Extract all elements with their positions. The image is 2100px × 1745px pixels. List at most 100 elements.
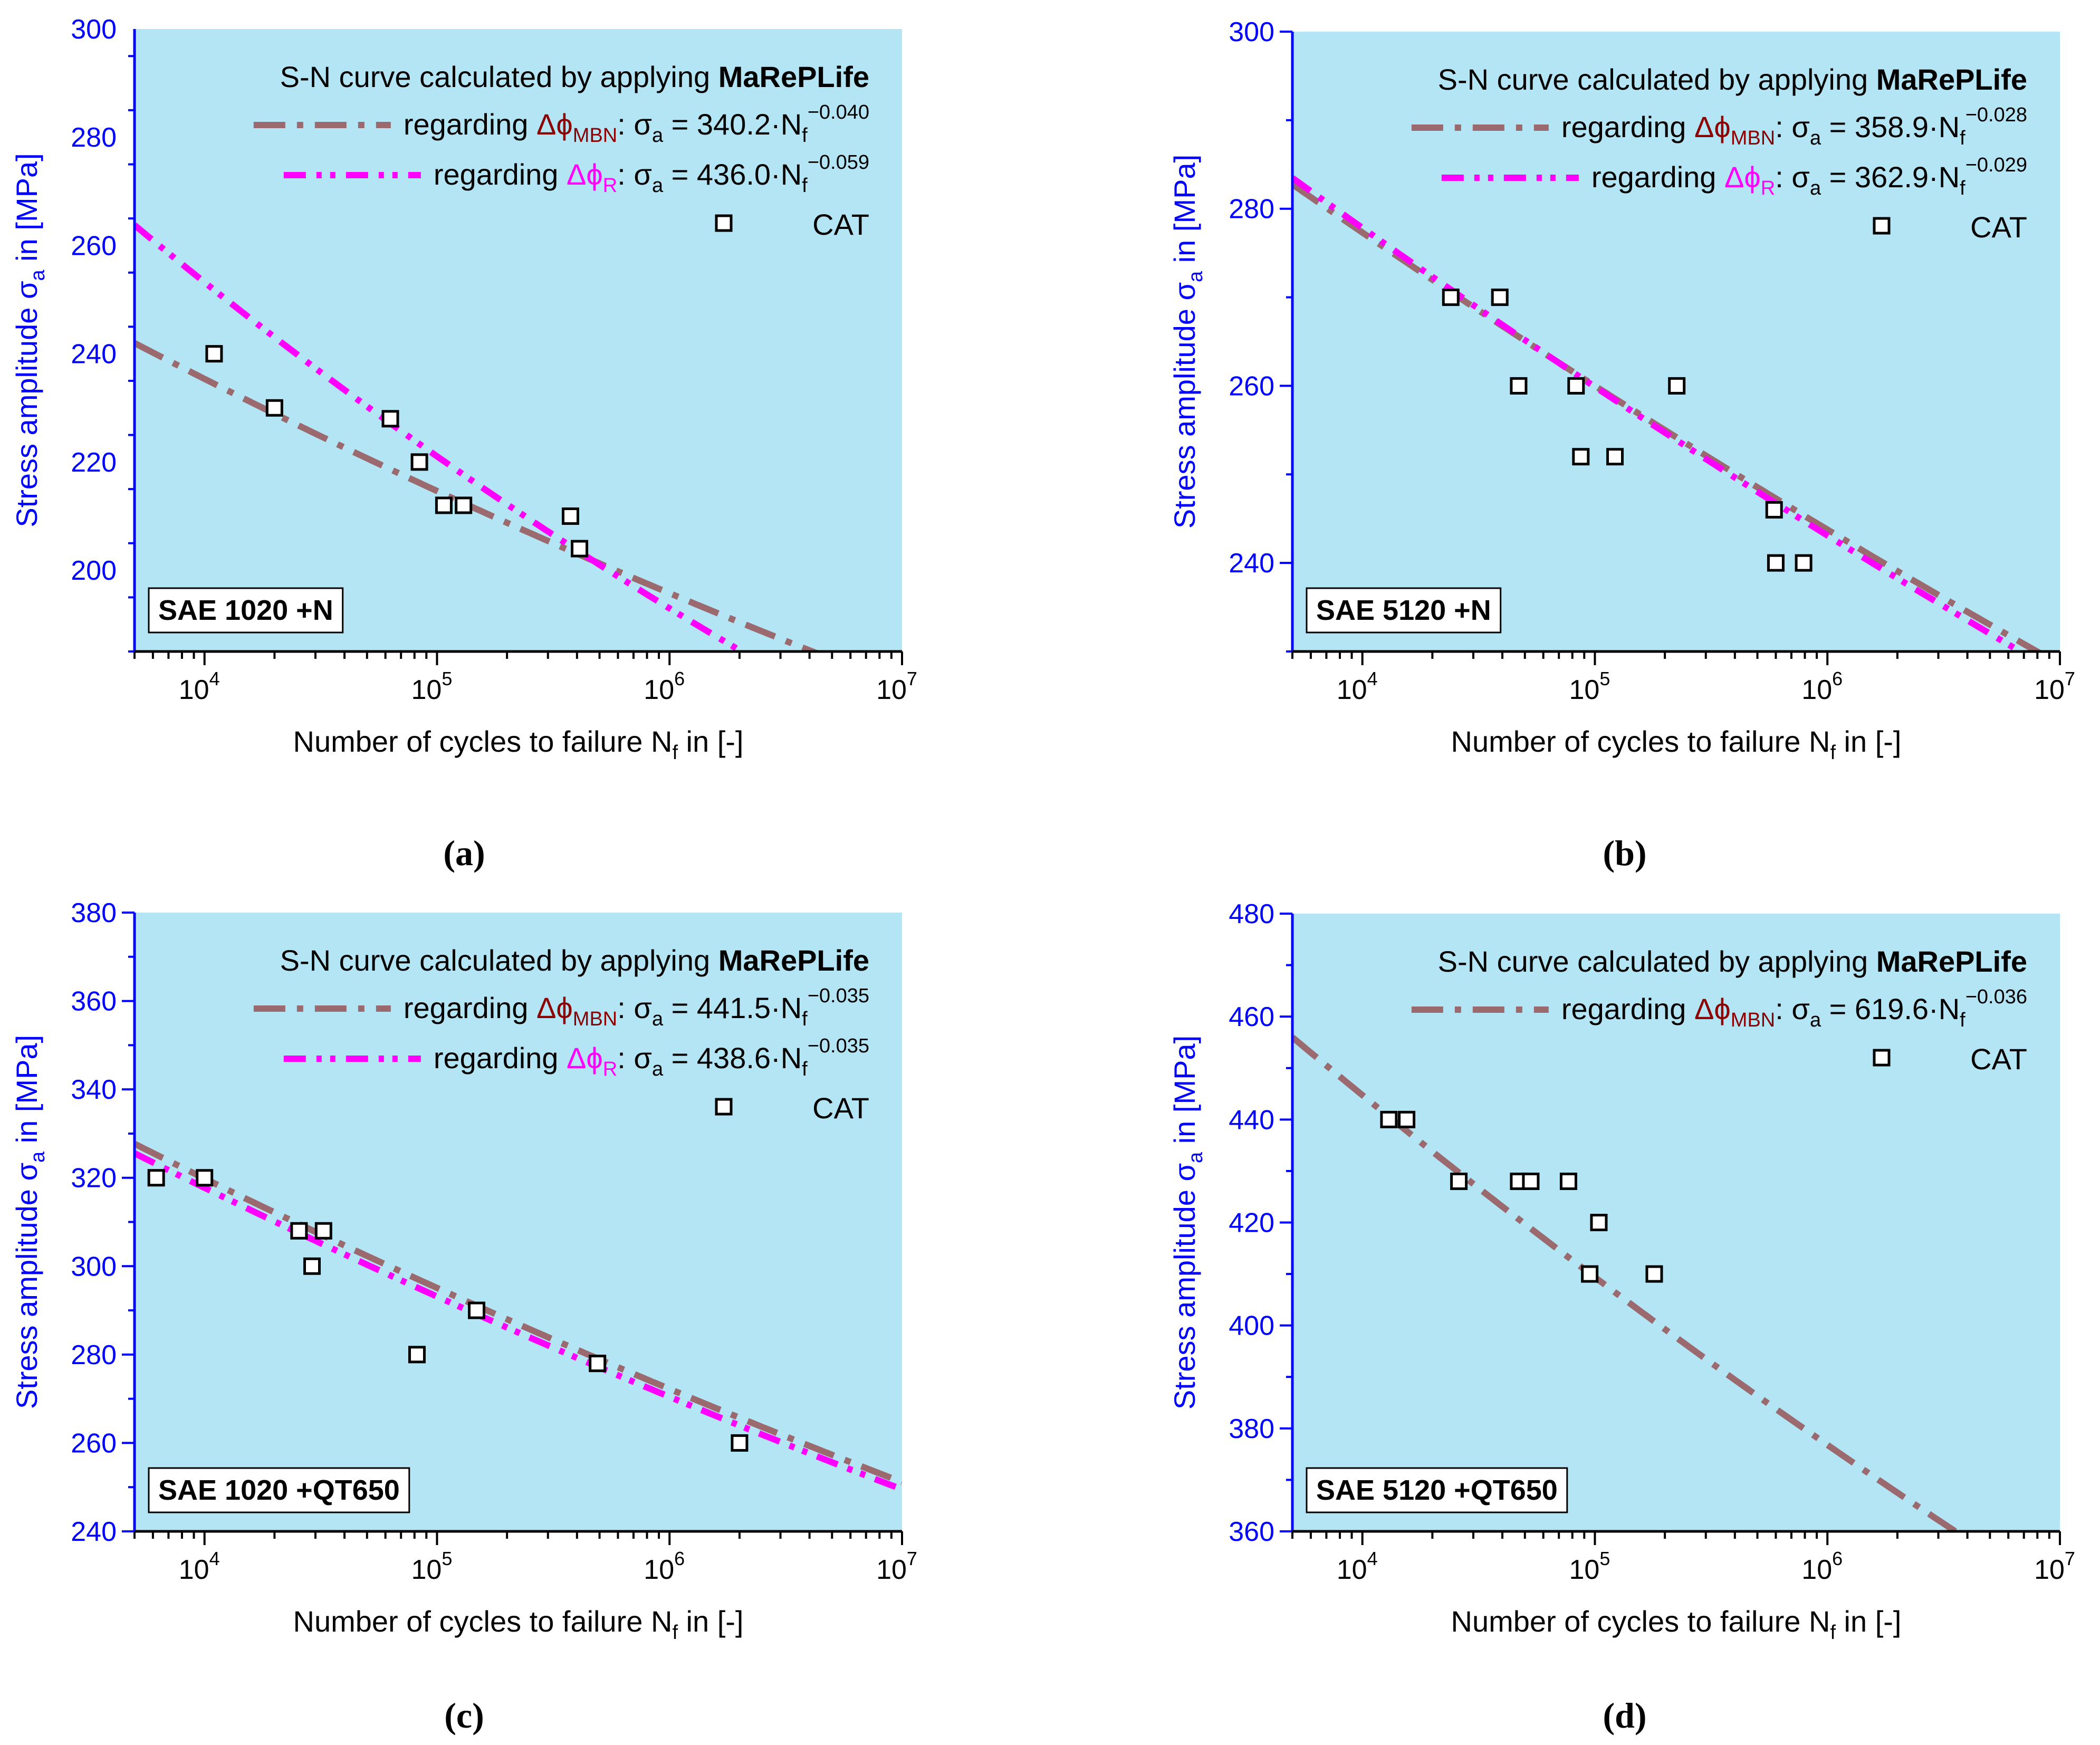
y-tick-label: 380: [1229, 1414, 1274, 1444]
cat-data-point: [1645, 1265, 1663, 1283]
fit-lines: [135, 222, 821, 651]
cat-data-point: [1795, 554, 1813, 572]
x-tick-label: 106: [1801, 1548, 1843, 1585]
y-tick-label: 300: [71, 14, 117, 45]
cat-data-point: [1590, 1214, 1608, 1231]
x-axis-label: Number of cycles to failure Nf in [-]: [1451, 1605, 1902, 1644]
x-tick-label: 107: [2034, 1548, 2075, 1585]
material-label: SAE 1020 +QT650: [158, 1474, 400, 1506]
mbn-fit-line: [135, 1140, 902, 1485]
y-tick-label: 300: [71, 1251, 117, 1282]
cat-data-point: [147, 1169, 165, 1187]
x-tick-label: 105: [1569, 1548, 1610, 1585]
y-tick-label: 440: [1229, 1105, 1274, 1135]
y-tick-label: 240: [1229, 548, 1274, 579]
legend-cat-label: CAT: [1970, 210, 2027, 244]
cat-data-point: [1510, 377, 1528, 395]
cat-data-point: [1567, 377, 1585, 395]
legend-mbn-entry: regarding ΔϕMBN: σa = 358.9·Nf−0.028: [1561, 104, 2027, 149]
y-tick-label: 360: [1229, 1517, 1274, 1547]
y-axis-label: Stress amplitude σa in [MPa]: [10, 1035, 49, 1409]
cat-data-point: [561, 507, 579, 525]
x-axis-label: Number of cycles to failure Nf in [-]: [293, 1605, 744, 1644]
y-tick-label: 340: [71, 1075, 117, 1105]
legend-mbn-entry: regarding ΔϕMBN: σa = 441.5·Nf−0.035: [404, 985, 869, 1030]
legend-r-entry: regarding ΔϕR: σa = 438.6·Nf−0.035: [434, 1035, 869, 1080]
y-tick-label: 240: [71, 339, 117, 370]
x-tick-label: 105: [1569, 668, 1610, 705]
cat-data-point: [455, 496, 473, 514]
cat-data-point: [1765, 501, 1783, 519]
y-tick-label: 260: [1229, 371, 1274, 401]
cat-data-point: [1559, 1172, 1577, 1190]
cat-data-point: [1668, 377, 1686, 395]
material-label: SAE 5120 +N: [1316, 595, 1491, 626]
cat-data-point: [1572, 448, 1590, 466]
r-fit-line: [135, 1150, 902, 1493]
material-label: SAE 5120 +QT650: [1316, 1474, 1558, 1506]
x-tick-label: 106: [644, 668, 685, 705]
cat-data-point: [1450, 1172, 1468, 1190]
y-axis-label: Stress amplitude σa in [MPa]: [10, 153, 49, 527]
y-tick-label: 420: [1229, 1208, 1274, 1239]
plot-area: [135, 29, 902, 651]
chart-panel-c: 240 260 280 300 320 340 360 380 104 105 106 107 Numb…: [10, 898, 917, 1736]
legend-cat-label: CAT: [812, 1091, 869, 1125]
cat-data-point: [435, 496, 453, 514]
legend-mbn-entry: regarding ΔϕMBN: σa = 340.2·Nf−0.040: [404, 101, 869, 147]
cat-data-point: [410, 453, 428, 471]
cat-data-point: [205, 345, 223, 363]
material-label-box: [1306, 587, 1502, 634]
panel-caption: (a): [443, 833, 485, 873]
y-tick-label: 380: [71, 898, 117, 928]
x-tick-label: 107: [876, 1548, 917, 1585]
y-tick-label: 220: [71, 447, 117, 478]
fit-lines: [1292, 175, 2044, 651]
cat-data-point: [303, 1257, 321, 1275]
y-tick-label: 200: [71, 555, 117, 586]
y-tick-label: 460: [1229, 1002, 1274, 1032]
cat-data-point: [1522, 1172, 1540, 1190]
legend-title: S-N curve calculated by applying MaRePLi…: [280, 60, 869, 93]
legend-cat-marker: [1873, 217, 1891, 235]
chart-panel-d: 360 380 400 420 440 460 480 104 105 106 107 Number …: [1168, 899, 2075, 1736]
y-tick-label: 480: [1229, 899, 1274, 929]
cat-data-point: [1581, 1265, 1599, 1283]
y-tick-label: 280: [1229, 194, 1274, 225]
x-axis-label: Number of cycles to failure Nf in [-]: [1451, 725, 1902, 764]
x-tick-label: 104: [1337, 1548, 1378, 1585]
x-tick-label: 104: [1337, 668, 1378, 705]
cat-data-point: [265, 399, 283, 417]
y-tick-label: 280: [71, 122, 117, 153]
panel-caption: (c): [444, 1695, 484, 1736]
cat-data-point: [381, 410, 399, 428]
cat-data-point: [1606, 448, 1624, 466]
legend-r-entry: regarding ΔϕR: σa = 362.9·Nf−0.029: [1591, 154, 2027, 199]
legend-cat-marker: [715, 214, 733, 232]
cat-data-point: [196, 1169, 214, 1187]
mbn-fit-line: [135, 340, 821, 651]
y-tick-label: 400: [1229, 1311, 1274, 1341]
fit-lines: [135, 1140, 902, 1493]
material-label-box: [1306, 1467, 1568, 1513]
y-tick-label: 320: [71, 1163, 117, 1194]
legend-title: S-N curve calculated by applying MaRePLi…: [1438, 63, 2027, 96]
x-tick-label: 104: [179, 1548, 220, 1585]
x-tick-label: 106: [1801, 668, 1843, 705]
cat-data-point: [290, 1222, 308, 1240]
x-tick-label: 107: [876, 668, 917, 705]
material-label-box: [148, 1467, 410, 1513]
legend-cat-marker: [1873, 1049, 1891, 1067]
cat-data-point: [1491, 289, 1509, 306]
legend-cat-label: CAT: [812, 208, 869, 241]
material-label: SAE 1020 +N: [158, 595, 333, 626]
plot-area: [1292, 914, 2060, 1531]
y-tick-label: 280: [71, 1340, 117, 1370]
legend-cat-marker: [715, 1098, 733, 1116]
cat-data-point: [408, 1346, 426, 1364]
x-tick-label: 106: [644, 1548, 685, 1585]
panel-caption: (d): [1603, 1695, 1646, 1736]
y-tick-label: 360: [71, 986, 117, 1017]
cat-data-point: [731, 1434, 749, 1452]
legend-cat-label: CAT: [1970, 1042, 2027, 1076]
